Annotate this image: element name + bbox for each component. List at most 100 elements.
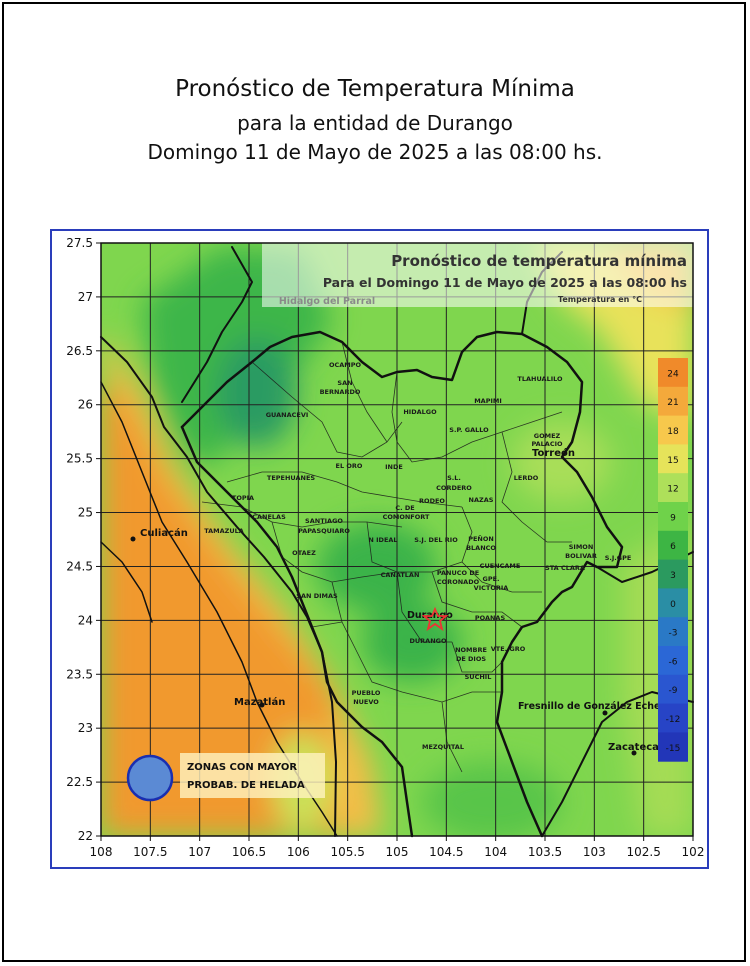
city-zacatecas-dot [631, 750, 637, 756]
colorbar-label: 9 [670, 513, 676, 523]
colorbar-swatch [658, 386, 688, 417]
y-tick-label: 24.5 [66, 559, 93, 573]
municipality-label: SAN [337, 379, 352, 387]
city-fresnillo: Fresnillo de González Eche [518, 701, 660, 712]
municipality-label: STA CLARA [545, 564, 585, 572]
municipality-label: SUCHIL [465, 673, 492, 681]
colorbar-label: 15 [667, 456, 678, 466]
colorbar-label: -9 [669, 686, 678, 696]
municipality-label: PALACIO [531, 440, 563, 448]
municipality-label: CORONADO [437, 578, 480, 586]
municipality-label: TEPEHUANES [267, 474, 316, 482]
municipality-label: PANUCO DE [437, 569, 479, 577]
colorbar: 24 21 18 15 12 9 6 3 0 -3 -6 -9 -12 -15 [658, 358, 688, 762]
city-zacatecas: Zacatecas [608, 742, 665, 753]
municipality-label: GUANACEVI [266, 411, 309, 419]
municipality-label: CUENCAME [480, 562, 521, 570]
colorbar-label: -6 [669, 657, 678, 667]
municipality-label: COMONFORT [383, 513, 430, 521]
x-tick-label: 107.5 [133, 845, 167, 859]
y-tick-label: 23 [78, 721, 93, 735]
y-tick-label: 22.5 [66, 775, 93, 789]
city-labels: Hidalgo del Parral Culiacán Mazatlán Tor… [130, 296, 665, 756]
municipality-label: EL ORO [336, 462, 363, 470]
municipality-label: TAMAZULA [204, 527, 244, 535]
municipality-label: NUEVO [353, 698, 379, 706]
municipality-label: VTE. GRO [491, 645, 526, 653]
municipality-label: CANELAS [252, 513, 286, 521]
durango-star-icon [421, 606, 449, 632]
municipality-label: S.P. GALLO [449, 426, 489, 434]
municipality-label: MEZQUITAL [422, 743, 464, 751]
page-subtitle: para la entidad de Durango [237, 111, 513, 135]
x-tick-label: 105.5 [330, 845, 364, 859]
municipality-label: HIDALGO [403, 408, 437, 416]
colorbar-swatch [658, 530, 688, 561]
frost-zone-circle-icon [126, 754, 174, 802]
x-tick-label: 105 [386, 845, 409, 859]
city-mazatlan: Mazatlán [234, 696, 285, 708]
city-hidalgo-parral: Hidalgo del Parral [279, 296, 375, 307]
colorbar-label: 21 [667, 398, 678, 408]
x-tick-label: 106 [287, 845, 310, 859]
municipality-label: PUEBLO [352, 689, 381, 697]
municipality-label: C. DE [395, 504, 414, 512]
inset-date: Para el Domingo 11 de Mayo de 2025 a las… [323, 275, 687, 290]
colorbar-swatch [658, 473, 688, 503]
municipality-label: LERDO [514, 474, 539, 482]
y-tick-label: 22 [78, 829, 93, 843]
city-torreon: Torreón [532, 447, 575, 459]
colorbar-label: 3 [670, 571, 676, 581]
y-tick-label: 27.5 [66, 236, 93, 250]
x-tick-label: 107 [188, 845, 211, 859]
page-title: Pronóstico de Temperatura Mínima [175, 76, 575, 102]
colorbar-swatch [658, 674, 688, 705]
municipality-label: MAPIMI [474, 397, 502, 405]
y-tick-label: 25.5 [66, 452, 93, 466]
page-date: Domingo 11 de Mayo de 2025 a las 08:00 h… [147, 140, 603, 164]
colorbar-swatch [658, 358, 688, 388]
city-culiacan: Culiacán [140, 527, 188, 539]
city-mazatlan-dot [259, 702, 265, 708]
x-tick-label: 102 [682, 845, 705, 859]
municipality-label: S.L. [447, 474, 461, 482]
coordinate-grid [101, 243, 693, 836]
colorbar-swatch [658, 617, 688, 647]
municipality-label: NAZAS [469, 496, 494, 504]
inset-title-box: Pronóstico de temperatura mínima Para el… [262, 243, 693, 307]
municipality-label: BOLIVAR [565, 552, 597, 560]
colorbar-label: -12 [666, 715, 681, 725]
y-tick-label: 24 [78, 613, 93, 627]
inset-title: Pronóstico de temperatura mínima [391, 252, 687, 270]
x-tick-label: 103 [583, 845, 606, 859]
colorbar-label: -15 [666, 744, 681, 754]
x-tick-label: 104 [484, 845, 507, 859]
colorbar-label: 18 [667, 427, 679, 437]
x-tick-label: 103.5 [528, 845, 562, 859]
y-axis-ticks: 27.5 27 26.5 26 25.5 25 24.5 24 23.5 23 22.5 22 [66, 236, 101, 843]
colorbar-swatch [658, 415, 688, 445]
frost-legend: ZONAS CON MAYOR PROBAB. DE HELADA [126, 753, 325, 802]
municipality-label: GOMEZ [534, 432, 561, 440]
municipality-label: N IDEAL [368, 536, 397, 544]
municipality-label: VICTORIA [474, 584, 509, 592]
municipality-label: PEÑON [468, 534, 494, 543]
municipality-label: OTAEZ [292, 549, 316, 557]
municipality-label: RODEO [419, 497, 445, 505]
municipality-label: TLAHUALILO [517, 375, 563, 383]
municipality-label: DURANGO [409, 637, 446, 645]
x-tick-label: 108 [90, 845, 113, 859]
colorbar-swatch [658, 646, 688, 676]
colorbar-label: 24 [667, 369, 679, 379]
colorbar-swatch [658, 588, 688, 618]
x-axis-ticks: 108 107.5 107 106.5 106 105.5 105 104.5 104 103.5… [90, 836, 705, 859]
x-tick-label: 106.5 [232, 845, 266, 859]
colorbar-swatch [658, 444, 688, 474]
municipality-label: CANATLAN [381, 571, 420, 579]
x-tick-label: 102.5 [626, 845, 660, 859]
municipality-label: SANTIAGO [305, 517, 343, 525]
municipality-label: DE DIOS [456, 655, 486, 663]
colorbar-swatch [658, 732, 688, 762]
